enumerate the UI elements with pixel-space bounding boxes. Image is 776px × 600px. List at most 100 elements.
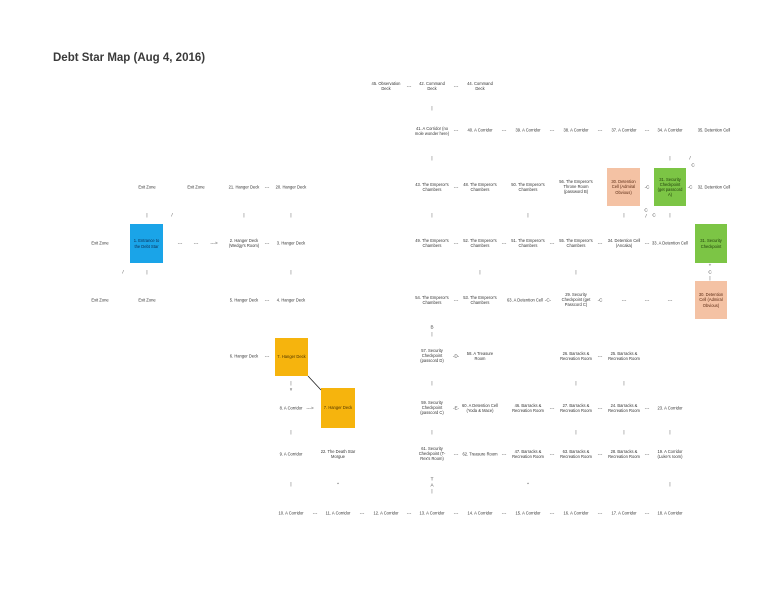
connector-dash: --- <box>264 297 270 303</box>
exit-zone-label: Exit Zone <box>138 184 156 190</box>
room-5-hanger-deck: 5. Hanger Deck <box>229 297 259 303</box>
connector-dash: --- <box>406 83 412 89</box>
connector-dash: --- <box>644 510 650 516</box>
connector-dash: --- <box>621 297 627 303</box>
room-61-security-checkpoint: 61. Security Checkpoint (T-Rex's Room) <box>418 446 446 462</box>
room-41-corridor: 41. A Corridor (no mole wonder here) <box>414 125 450 136</box>
connector-bar: | <box>431 429 433 435</box>
connector-plus: + <box>708 262 712 268</box>
room-28-barracks: 28. Barracks & Recreation Room <box>608 448 640 459</box>
room-6-hanger-deck: 6. Hanger Deck <box>229 353 259 359</box>
exit-zone-label: Exit Zone <box>138 297 156 303</box>
connector-dash: --- <box>644 451 650 457</box>
connector-dash: --- <box>667 297 673 303</box>
connector-t: T <box>430 476 434 482</box>
connector-bar: | <box>290 429 292 435</box>
room-54-emperors-chambers: 54. The Emperor's Chambers <box>415 294 449 305</box>
connector-bar: | <box>243 212 245 218</box>
connector-slash: / <box>171 212 173 218</box>
room-30-detention-cell-highlight: 30. Detention Cell (Admiral Obvious) <box>607 168 640 206</box>
connector-c: C <box>708 269 712 275</box>
connector-dash: --- <box>501 127 507 133</box>
connector-v: v <box>289 386 293 392</box>
connector-bar: | <box>290 380 292 386</box>
room-24-barracks: 24. Barracks & Recreation Room <box>608 402 640 413</box>
connector-slash: / <box>689 155 691 161</box>
connector-bar: | <box>669 481 671 487</box>
room-2-hanger-deck: 2. Hanger Deck (Wedgy's Room) <box>228 237 260 248</box>
connector-b: B <box>430 324 434 330</box>
room-45-observation-deck: 45. Observation Deck <box>371 80 401 91</box>
room-59-security-checkpoint: 59. Security Checkpoint (passcord C) <box>420 400 444 416</box>
connector-dash: --- <box>406 510 412 516</box>
connector-dash: --- <box>501 451 507 457</box>
connector-star: * <box>337 481 339 487</box>
room-31-security-checkpoint-highlight: 31. Security Checkpoint <box>695 224 727 263</box>
connector-c: C <box>652 212 656 218</box>
connector-bar: | <box>575 269 577 275</box>
connector-bar: | <box>575 380 577 386</box>
connector-dash: --- <box>453 127 459 133</box>
connector-bar: | <box>290 481 292 487</box>
room-46-barracks: 46. Barracks & Recreation Room <box>512 402 544 413</box>
connector-dash: --- <box>549 451 555 457</box>
room-44-command-deck: 44. Command Deck <box>467 80 493 91</box>
connector-dash: --- <box>193 240 199 246</box>
room-23-corridor: 23. A Corridor <box>657 405 683 411</box>
room-56-throne-room: 56. The Emperor's Throne Room (password … <box>559 179 593 195</box>
connector-a: A <box>430 482 434 488</box>
room-15-corridor: 15. A Corridor <box>515 510 541 516</box>
connector-c-left: -C <box>644 184 650 190</box>
room-58-treasure-room: 58. A Treasure Room <box>466 350 494 361</box>
room-3-hanger-deck: 3. Hanger Deck <box>276 240 306 246</box>
room-34-detention-cell: 34. Detention Cell (Ancaka) <box>607 237 641 248</box>
connector-bar: | <box>479 269 481 275</box>
room-50-emperors-chambers: 50. The Emperor's Chambers <box>511 181 545 192</box>
room-7-hanger-deck-highlight: 7. Hanger Deck <box>275 338 308 376</box>
room-33-detention-cell: 33. A Detention Cell <box>652 240 688 246</box>
room-55-emperors-chambers: 55. The Emperor's Chambers <box>559 237 593 248</box>
connector-slash: / <box>645 213 647 219</box>
connector-bar: | <box>146 212 148 218</box>
room-21-hanger-deck: 21. Hanger Deck <box>228 184 260 190</box>
connector-bar: | <box>431 331 433 337</box>
room-11-corridor: 11. A Corridor <box>325 510 351 516</box>
connector-dash: --- <box>264 240 270 246</box>
connector-bar: | <box>575 429 577 435</box>
room-12-corridor: 12. A Corridor <box>373 510 399 516</box>
connector-dash: --- <box>453 240 459 246</box>
connector-bar: | <box>431 380 433 386</box>
connector-bar: | <box>623 380 625 386</box>
exit-zone-label: Exit Zone <box>91 297 109 303</box>
room-53-emperors-chambers: 53. The Emperor's Chambers <box>463 294 497 305</box>
connector-dash: --- <box>644 127 650 133</box>
connector-bar: | <box>290 212 292 218</box>
connector-slash: / <box>122 269 124 275</box>
room-60-detention-cell: 60. A Detention Cell (Yoda & Mace) <box>462 402 498 413</box>
connector-bar: | <box>431 488 433 494</box>
connector-star: * <box>527 481 529 487</box>
connector-d: -D- <box>452 353 460 359</box>
room-63-detention-cell: 63. A Detention Cell <box>507 297 543 303</box>
connector-dash: --- <box>549 127 555 133</box>
room-52-emperors-chambers: 52. The Emperor's Chambers <box>463 237 497 248</box>
connector-dash: --- <box>359 510 365 516</box>
exit-zone-label: Exit Zone <box>187 184 205 190</box>
room-26-barracks: 26. Barracks & Recreation Room <box>560 350 592 361</box>
connector-c: -C- <box>544 297 552 303</box>
connector-dash: --- <box>549 510 555 516</box>
page-title: Debt Star Map (Aug 4, 2016) <box>53 52 206 64</box>
room-20-hanger-deck: 20. Hanger Deck <box>275 184 307 190</box>
connector-dash: --- <box>453 297 459 303</box>
room-37-corridor: 37. A Corridor <box>611 127 637 133</box>
connector-bar: | <box>669 212 671 218</box>
connector-dash: --- <box>597 510 603 516</box>
room-35-detention-cell: 35. Detention Cell <box>697 127 731 133</box>
connector-dash: --- <box>264 353 270 359</box>
room-47-barracks: 47. Barracks & Recreation Room <box>512 448 544 459</box>
room-43-emperors-chambers: 43. The Emperor's Chambers <box>415 181 449 192</box>
room-16-corridor: 16. A Corridor <box>563 510 589 516</box>
connector-bar: | <box>431 155 433 161</box>
connector-dash: --- <box>597 353 603 359</box>
